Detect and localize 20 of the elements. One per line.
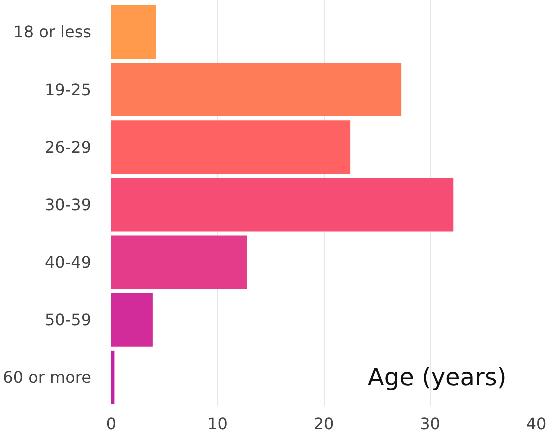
y-tick-label: 40-49 — [45, 253, 92, 272]
x-tick-label: 10 — [208, 414, 228, 432]
y-tick-label: 19-25 — [45, 80, 92, 100]
x-tick-label: 40 — [526, 414, 547, 432]
y-tick-label: 50-59 — [45, 310, 92, 330]
bar — [112, 350, 115, 404]
bar — [112, 120, 351, 174]
x-tick-label: 20 — [314, 414, 334, 432]
y-tick-label: 30-39 — [45, 195, 92, 214]
bar — [112, 62, 402, 117]
bar — [112, 5, 156, 59]
bar — [112, 178, 454, 232]
x-tick-label: 30 — [420, 414, 440, 432]
bar — [112, 293, 153, 347]
bar — [112, 236, 248, 290]
annotation: Age (years) — [368, 364, 507, 392]
x-tick-label: 0 — [106, 414, 117, 432]
y-tick-label: 18 or less — [14, 22, 92, 42]
y-tick-label: 26-29 — [45, 138, 92, 157]
y-tick-label: 60 or more — [3, 368, 92, 388]
